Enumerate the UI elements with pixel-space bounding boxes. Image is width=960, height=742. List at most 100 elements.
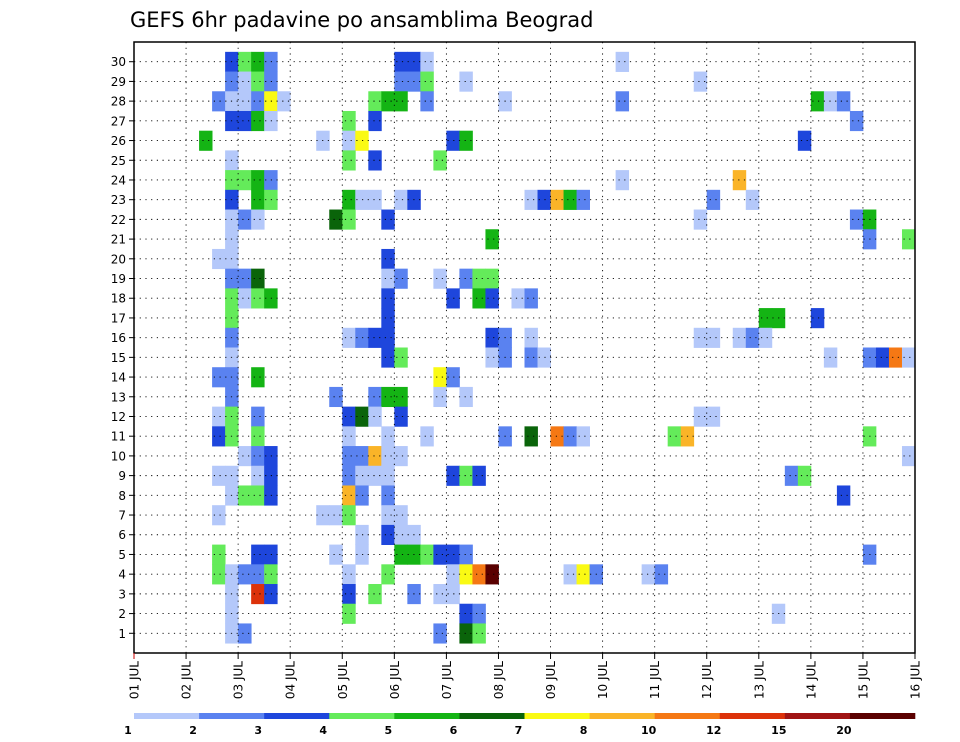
heatmap-cell	[563, 426, 577, 447]
heatmap-cell	[251, 51, 265, 72]
heatmap-cell	[251, 465, 265, 486]
heatmap-cell	[472, 268, 486, 289]
y-tick-label: 22	[111, 213, 126, 227]
heatmap-cell	[459, 544, 473, 565]
heatmap-cell	[394, 347, 408, 368]
heatmap-cell	[251, 367, 265, 388]
heatmap-cell	[524, 288, 538, 309]
colorbar-label: 4	[319, 724, 327, 737]
heatmap-cell	[576, 189, 590, 210]
colorbar-swatch	[329, 713, 395, 719]
colorbar-label: 3	[254, 724, 262, 737]
y-tick-label: 26	[111, 134, 126, 148]
heatmap-cell	[446, 564, 460, 585]
heatmap-cell	[459, 623, 473, 644]
heatmap-cell	[381, 91, 395, 112]
heatmap-cell	[485, 288, 499, 309]
heatmap-cell	[394, 406, 408, 427]
heatmap-cell	[329, 386, 343, 408]
heatmap-cell	[875, 347, 890, 368]
y-tick-label: 25	[111, 154, 126, 168]
heatmap-cell	[745, 189, 760, 210]
x-tick-label: 05 JUL	[336, 661, 350, 699]
heatmap-cell	[355, 327, 369, 348]
x-tick-label: 15 JUL	[856, 661, 870, 699]
heatmap-cell	[329, 209, 343, 230]
y-tick-label: 1	[118, 627, 126, 641]
heatmap-cell	[693, 406, 708, 427]
heatmap-cell	[433, 623, 447, 644]
heatmap-cell	[849, 209, 864, 230]
y-tick-label: 5	[118, 548, 126, 562]
heatmap-cell	[576, 426, 590, 447]
heatmap-cell	[615, 51, 630, 72]
heatmap-cell	[368, 110, 382, 132]
y-tick-label: 29	[111, 75, 126, 89]
y-tick-label: 20	[111, 252, 126, 266]
heatmap-cell	[238, 209, 252, 230]
heatmap-cell	[433, 584, 447, 605]
heatmap-cell	[420, 71, 434, 92]
colorbar-swatch	[459, 713, 525, 719]
colorbar-label: 1	[124, 724, 132, 737]
heatmap-cell	[706, 189, 721, 210]
heatmap-cell	[511, 288, 525, 309]
heatmap-cell	[238, 268, 252, 289]
heatmap-cell	[745, 327, 760, 348]
heatmap-cell	[433, 386, 447, 408]
x-tick-label: 12 JUL	[700, 661, 714, 699]
x-tick-label: 04 JUL	[284, 661, 298, 699]
heatmap-cell	[784, 465, 799, 486]
heatmap-cell	[472, 564, 486, 585]
colorbar-label: 12	[706, 724, 721, 737]
heatmap-cell	[485, 564, 499, 585]
heatmap-cell	[394, 268, 408, 289]
heatmap-cell	[381, 209, 395, 230]
heatmap-cell	[238, 91, 252, 112]
colorbar-swatch	[719, 713, 786, 719]
y-tick-label: 23	[111, 193, 126, 207]
heatmap-cell	[888, 347, 903, 368]
heatmap-cell	[797, 465, 812, 486]
heatmap-cell	[199, 130, 213, 151]
heatmap-cell	[251, 110, 265, 132]
heatmap-cell	[342, 130, 356, 151]
heatmap-cell	[251, 170, 265, 191]
heatmap-cell	[342, 189, 356, 210]
heatmap-cell	[251, 91, 265, 112]
heatmap-cell	[342, 505, 356, 526]
heatmap-cell	[251, 406, 265, 427]
colorbar-label: 2	[189, 724, 197, 737]
colorbar-label: 5	[385, 724, 393, 737]
heatmap-cell	[355, 446, 369, 467]
heatmap-cell	[355, 189, 369, 210]
x-tick-label: 01 JUL	[128, 661, 142, 699]
heatmap-cell	[342, 426, 356, 447]
y-tick-label: 12	[111, 410, 126, 424]
heatmap-cell	[524, 189, 538, 210]
heatmap-cell	[654, 564, 669, 585]
heatmap-cell	[394, 524, 408, 545]
heatmap-cell	[706, 327, 721, 348]
heatmap-cell	[446, 465, 460, 486]
colorbar: 1 2 3 4 5 6 7 8 10 12 15 20	[124, 713, 916, 737]
heatmap-cell	[394, 446, 408, 467]
heatmap-cell	[706, 406, 721, 427]
heatmap-cell	[433, 367, 447, 388]
heatmap-cell	[459, 268, 473, 289]
heatmap-cell	[368, 584, 382, 605]
heatmap-cell	[394, 51, 408, 72]
x-tick-label: 07 JUL	[440, 661, 454, 699]
heatmap-cell	[901, 446, 916, 467]
heatmap-cell	[563, 189, 577, 210]
heatmap-cell	[368, 465, 382, 486]
heatmap-cell	[381, 465, 395, 486]
heatmap-cell	[459, 130, 473, 151]
heatmap-cell	[615, 91, 630, 112]
heatmap-cell	[251, 209, 265, 230]
heatmap-cell	[355, 465, 369, 486]
colorbar-label: 7	[515, 724, 523, 737]
heatmap-cell	[472, 465, 486, 486]
heatmap-cell	[368, 91, 382, 112]
